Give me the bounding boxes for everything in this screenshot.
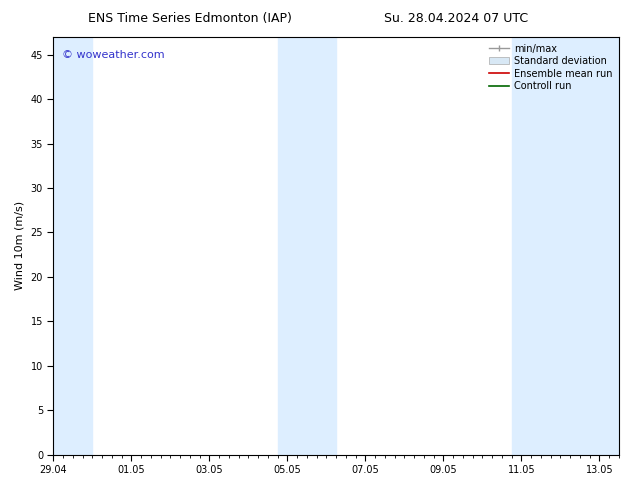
Text: ENS Time Series Edmonton (IAP): ENS Time Series Edmonton (IAP) xyxy=(88,12,292,25)
Legend: min/max, Standard deviation, Ensemble mean run, Controll run: min/max, Standard deviation, Ensemble me… xyxy=(488,42,614,93)
Bar xyxy=(278,37,336,455)
Bar xyxy=(53,37,93,455)
Text: Su. 28.04.2024 07 UTC: Su. 28.04.2024 07 UTC xyxy=(384,12,529,25)
Y-axis label: Wind 10m (m/s): Wind 10m (m/s) xyxy=(15,201,25,291)
Text: © woweather.com: © woweather.com xyxy=(62,49,165,60)
Bar xyxy=(512,37,619,455)
